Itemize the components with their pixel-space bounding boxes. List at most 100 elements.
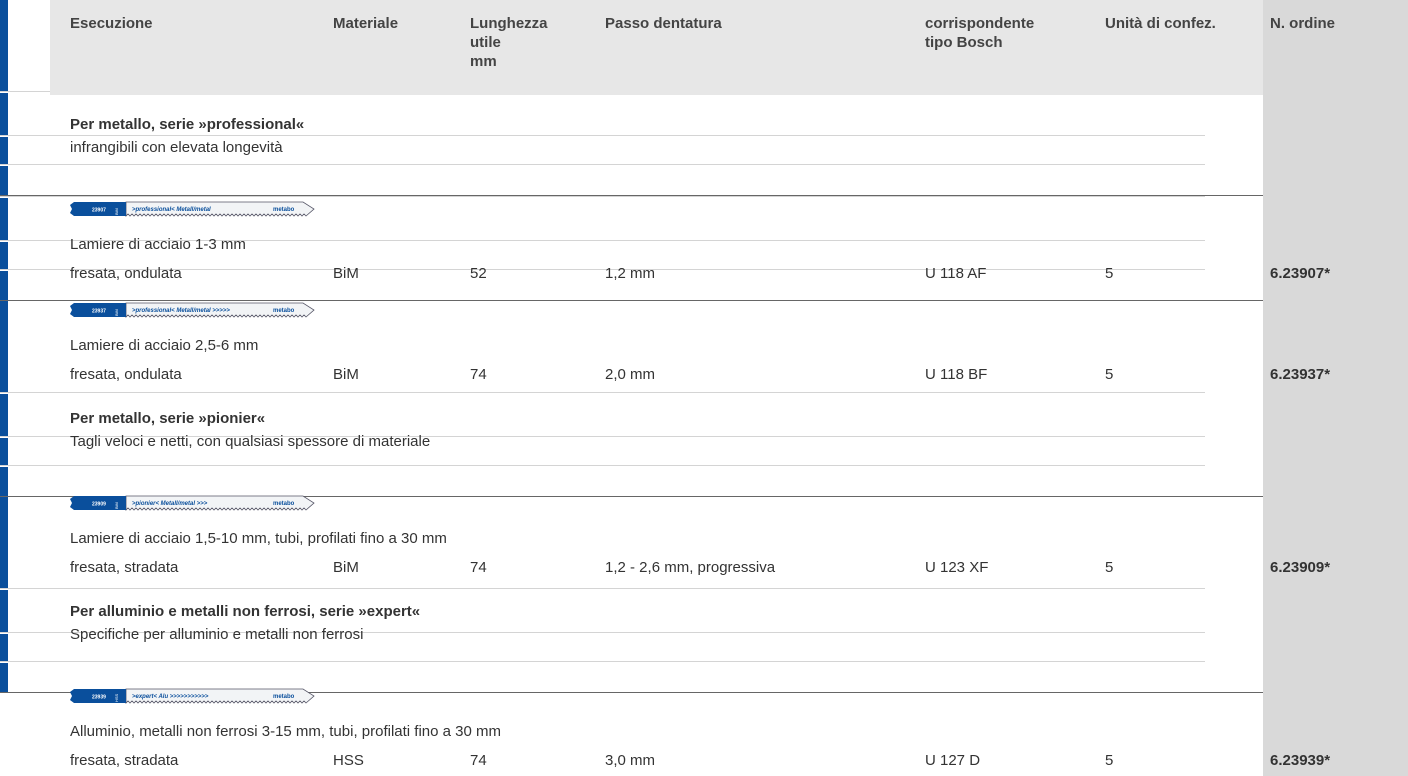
header-label: corrispondente bbox=[925, 15, 1035, 32]
row-divider bbox=[0, 136, 145, 137]
header-band bbox=[50, 0, 1263, 95]
cell: BiM bbox=[333, 559, 359, 576]
header-label: Materiale bbox=[333, 15, 399, 32]
section-marker bbox=[0, 634, 8, 661]
blade-code: 23909 bbox=[92, 502, 106, 508]
order-column bbox=[1263, 0, 1408, 776]
application: Alluminio, metalli non ferrosi 3-15 mm, … bbox=[70, 723, 502, 740]
row-divider bbox=[0, 196, 1205, 197]
blade-brand: metabo bbox=[273, 207, 295, 213]
blade-brand: metabo bbox=[273, 694, 295, 700]
cell: 5 bbox=[1105, 366, 1114, 383]
section-marker bbox=[0, 590, 8, 632]
cell: U 123 XF bbox=[925, 559, 989, 576]
blade-code: 23939 bbox=[92, 695, 106, 701]
row-divider bbox=[0, 270, 145, 271]
section-marker bbox=[0, 166, 8, 195]
header-label: mm bbox=[470, 53, 497, 70]
header-label: Unità di confez. bbox=[1105, 15, 1216, 32]
blade-text: >pionier< Metall/metal >>> bbox=[132, 501, 208, 507]
row-divider bbox=[0, 588, 1205, 589]
blade-shank bbox=[70, 496, 126, 510]
blade-shank bbox=[70, 202, 126, 216]
blade-body bbox=[125, 302, 315, 318]
blade-brand: metabo bbox=[273, 308, 295, 314]
cell: U 127 D bbox=[925, 752, 981, 769]
section-marker bbox=[0, 467, 8, 496]
blade-body bbox=[125, 495, 315, 511]
order-number: 6.23939* bbox=[1270, 752, 1331, 769]
blade-material: BiM bbox=[114, 208, 119, 215]
blade-image: 23909 BiM >pionier< Metall/metal >>> metabo bbox=[70, 495, 315, 511]
section-title: Per metallo, serie »pionier« bbox=[70, 410, 266, 427]
row-divider bbox=[0, 164, 1205, 165]
row-divider bbox=[0, 392, 1205, 393]
row-divider bbox=[0, 393, 145, 394]
cell: BiM bbox=[333, 366, 359, 383]
section-marker bbox=[0, 497, 8, 588]
blade-material: BiM bbox=[114, 309, 119, 316]
section-subtitle: Tagli veloci e netti, con qualsiasi spes… bbox=[70, 433, 431, 450]
header-label: N. ordine bbox=[1270, 15, 1336, 32]
row-divider bbox=[0, 632, 1205, 633]
blade-material: BiM bbox=[114, 502, 119, 509]
order-number: 6.23907* bbox=[1270, 265, 1331, 282]
row-divider bbox=[0, 465, 1205, 466]
blade-brand: metabo bbox=[273, 501, 295, 507]
section-subtitle: Specifiche per alluminio e metalli non f… bbox=[70, 626, 364, 643]
row-divider bbox=[0, 135, 1205, 136]
cell: U 118 BF bbox=[925, 366, 988, 383]
row-divider bbox=[0, 240, 1205, 241]
blade-code: 23937 bbox=[92, 309, 106, 315]
cell: U 118 AF bbox=[925, 265, 987, 282]
row-divider bbox=[0, 436, 1205, 437]
section-marker bbox=[0, 242, 8, 269]
section-title: Per metallo, serie »professional« bbox=[70, 116, 305, 133]
blade-shank bbox=[70, 303, 126, 317]
cell: 74 bbox=[470, 752, 487, 769]
order-number: 6.23909* bbox=[1270, 559, 1331, 576]
order-number: 6.23937* bbox=[1270, 366, 1331, 383]
row-divider bbox=[0, 662, 145, 663]
cell: 2,0 mm bbox=[605, 366, 656, 383]
application: Lamiere di acciaio 1-3 mm bbox=[70, 236, 246, 253]
row-divider bbox=[0, 300, 1350, 301]
section-marker bbox=[0, 663, 8, 692]
header-label: Lunghezza bbox=[470, 15, 548, 32]
row-divider bbox=[0, 197, 145, 198]
cell: 74 bbox=[470, 366, 487, 383]
row-divider bbox=[0, 633, 145, 634]
cell: 74 bbox=[470, 559, 487, 576]
section-title: Per alluminio e metalli non ferrosi, ser… bbox=[70, 603, 421, 620]
blade-material: HSS bbox=[114, 693, 119, 702]
section-marker bbox=[0, 438, 8, 465]
blade-image: 23907 BiM >professional< Metall/metal metab… bbox=[70, 201, 315, 217]
row-divider bbox=[0, 165, 145, 166]
row-divider bbox=[0, 661, 1205, 662]
cell: 5 bbox=[1105, 265, 1114, 282]
blade-text: >expert< Alu >>>>>>>>>>> bbox=[132, 694, 209, 700]
section-subtitle: infrangibili con elevata longevità bbox=[70, 139, 283, 156]
row-divider bbox=[0, 195, 1350, 196]
blade-body bbox=[125, 201, 315, 217]
blade-text: >professional< Metall/metal bbox=[132, 207, 211, 213]
header-label: Esecuzione bbox=[70, 15, 153, 32]
cell: HSS bbox=[333, 752, 364, 769]
blade-text: >professional< Metall/metal >>>>> bbox=[132, 308, 230, 314]
row-divider bbox=[0, 692, 1350, 693]
cell: 3,0 mm bbox=[605, 752, 656, 769]
row-divider bbox=[0, 437, 145, 438]
application: Lamiere di acciaio 1,5-10 mm, tubi, prof… bbox=[70, 530, 447, 547]
blade-image: 23939 HSS >expert< Alu >>>>>>>>>>> metabo bbox=[70, 688, 315, 704]
cell: 1,2 mm bbox=[605, 265, 656, 282]
section-marker bbox=[0, 394, 8, 436]
blade-image: 23937 BiM >professional< Metall/metal >>>>… bbox=[70, 302, 315, 318]
row-divider bbox=[0, 589, 145, 590]
application: Lamiere di acciaio 2,5-6 mm bbox=[70, 337, 259, 354]
blade-body bbox=[125, 688, 315, 704]
section-marker bbox=[0, 93, 8, 135]
cell: fresata, stradata bbox=[70, 752, 179, 769]
row-divider bbox=[0, 269, 1205, 270]
blade-code: 23907 bbox=[92, 208, 106, 214]
section-marker bbox=[0, 137, 8, 164]
